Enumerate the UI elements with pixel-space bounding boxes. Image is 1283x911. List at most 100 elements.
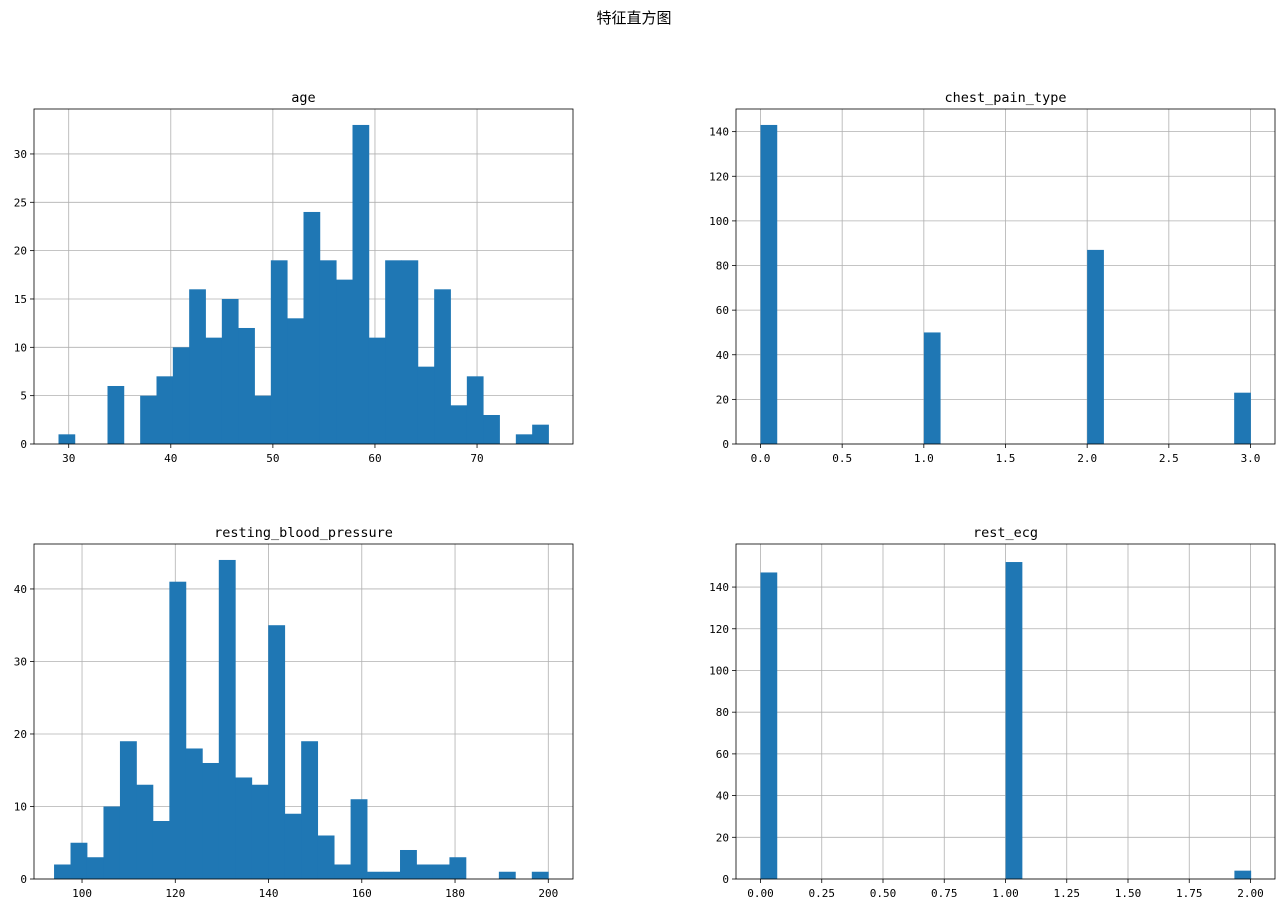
histogram-bar [383,871,401,879]
y-tick-label: 40 [716,790,729,803]
histogram-bar [367,871,384,879]
x-tick-label: 0.00 [747,887,774,900]
histogram-bar [103,806,121,879]
histogram-bar [336,279,353,444]
y-tick-label: 0 [722,438,729,451]
subplot-title: age [291,90,315,106]
histogram-bar [515,434,533,444]
axes-frame [33,543,574,880]
subplot-title: chest_pain_type [945,90,1067,106]
y-tick-label: 10 [14,800,27,813]
histogram-bar [218,559,236,879]
x-tick-label: 160 [352,887,372,900]
y-tick-label: 20 [716,393,729,406]
histogram-bar [86,857,104,879]
histogram-bar [434,289,451,444]
subplot-title: rest_ecg [973,525,1038,541]
histogram-bar [54,864,71,879]
y-tick-label: 30 [14,655,27,668]
histogram-bar [152,820,170,879]
histogram-bar [185,748,203,879]
histogram-bar [268,625,286,879]
histogram-bar [352,124,370,444]
histogram-bar [107,385,125,444]
histogram-bar [1234,870,1252,879]
x-tick-label: 70 [470,452,483,465]
x-tick-label: 0.25 [809,887,836,900]
x-tick-label: 100 [72,887,92,900]
x-tick-label: 3.0 [1241,452,1261,465]
y-tick-label: 25 [14,196,27,209]
histogram-bar [287,318,304,444]
y-tick-label: 120 [709,623,729,636]
x-tick-label: 2.0 [1077,452,1097,465]
y-tick-label: 30 [14,148,27,161]
y-tick-label: 120 [709,170,729,183]
histogram-bar [385,260,402,444]
histogram-bar [334,864,351,879]
histogram-bar [416,864,434,879]
x-tick-label: 0.50 [870,887,897,900]
histogram-bar [449,857,467,879]
histogram-bar [70,842,88,879]
histogram-bar [1005,562,1023,879]
subplot-title: resting_blood_pressure [214,525,393,541]
histogram-bar [531,871,549,879]
y-tick-label: 140 [709,581,729,594]
figure-title: 特征直方图 [596,9,671,27]
histogram-bar [1234,392,1251,444]
histogram-bar [254,395,272,444]
histogram-bar [221,298,239,444]
histogram-bar [284,813,302,879]
y-tick-label: 5 [20,390,27,403]
x-tick-label: 0.5 [832,452,852,465]
histogram-bar [401,260,419,444]
x-tick-label: 0.75 [931,887,958,900]
histogram-bar [450,405,468,444]
y-tick-label: 140 [709,126,729,139]
histogram-bar [400,849,417,879]
y-tick-label: 20 [14,728,27,741]
x-tick-label: 0.0 [751,452,771,465]
histogram-bar [119,741,137,879]
y-tick-label: 80 [716,260,729,273]
histogram-bar [169,581,187,879]
x-tick-label: 1.5 [996,452,1016,465]
histogram-bar [498,871,516,879]
y-tick-label: 60 [716,748,729,761]
histogram-bar [432,864,450,879]
subplot-chest-pain-type: 0.0 0.5 1.0 1.5 2.0 2.5 3.0 0 20 40 60 80 100 120 140 c… [709,90,1276,465]
x-tick-label: 2.00 [1237,887,1264,900]
x-tick-label: 180 [445,887,465,900]
y-tick-label: 10 [14,341,27,354]
histogram-bar [760,124,778,444]
histogram-bar [301,741,319,879]
y-tick-label: 0 [20,438,27,451]
histogram-bar [251,784,269,879]
y-tick-label: 20 [14,245,27,258]
histogram-bar [235,777,253,879]
histogram-bar [202,762,220,879]
x-tick-label: 40 [164,452,177,465]
y-tick-label: 60 [716,304,729,317]
histogram-bar [317,835,335,879]
histogram-bar [350,799,368,879]
subplot-age: 30 40 50 60 70 0 5 10 15 20 25 30 age [14,90,574,465]
x-tick-label: 140 [259,887,279,900]
histogram-bar [319,260,337,444]
histogram-bar [368,337,386,444]
histogram-bar [1087,249,1104,444]
histogram-bar [140,395,157,444]
histogram-bar [156,376,174,444]
x-tick-label: 200 [538,887,558,900]
axes-frame [33,108,574,445]
histogram-bar [466,376,484,444]
x-tick-label: 1.00 [992,887,1019,900]
x-tick-label: 1.75 [1176,887,1203,900]
subplot-rest-ecg: 0.00 0.25 0.50 0.75 1.00 1.25 1.50 1.75 2.00 0 20 4… [709,525,1276,900]
histogram-bar [532,424,549,444]
x-tick-label: 60 [368,452,381,465]
y-tick-label: 40 [14,583,27,596]
histogram-bar [270,260,288,444]
